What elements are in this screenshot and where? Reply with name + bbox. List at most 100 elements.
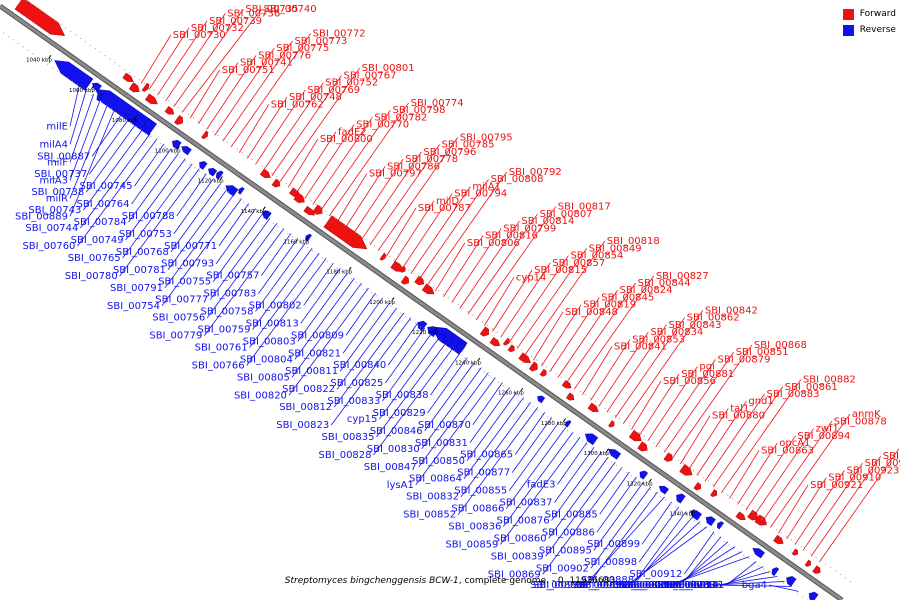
gene-label-reverse[interactable]: SBI_00828 <box>319 450 372 461</box>
gene-label-forward[interactable]: SBI_00881 <box>681 369 734 380</box>
gene-label-forward[interactable]: SBI_00776 <box>258 50 311 61</box>
gene-label-forward[interactable]: SBI_00827 <box>656 271 709 282</box>
gene-label-reverse[interactable]: SBI_00877 <box>457 468 510 479</box>
gene-label-reverse[interactable]: SBI_00870 <box>418 420 471 431</box>
gene-label-reverse[interactable]: SBI_00793 <box>161 259 214 270</box>
gene-label-forward[interactable]: SBI_00844 <box>638 278 691 289</box>
gene-label-reverse[interactable]: SBI_00901 <box>621 580 674 591</box>
gene-label-reverse[interactable]: SBI_00900 <box>615 580 668 591</box>
gene-label-forward[interactable]: SBI_00786 <box>387 161 440 172</box>
gene-label-reverse[interactable]: SBI_00805 <box>237 372 290 383</box>
gene-label-forward[interactable]: SBI_00883 <box>767 389 820 400</box>
gene-label-forward[interactable]: SBI_00799 <box>503 223 556 234</box>
gene-label-reverse[interactable]: SBI_00812 <box>279 402 332 413</box>
gene-label-forward[interactable]: SBI_00861 <box>785 382 838 393</box>
gene-label-forward[interactable]: SBI_00748 <box>289 92 342 103</box>
gene-label-reverse[interactable]: SBI_00825 <box>330 378 383 389</box>
gene-label-forward[interactable]: SBI_00922 <box>883 451 900 462</box>
gene-label-reverse[interactable]: SBI_00783 <box>203 289 256 300</box>
gene-label-reverse[interactable]: bga4 <box>742 580 767 591</box>
gene-label-forward[interactable]: SBI_00795 <box>460 132 513 143</box>
gene-label-forward[interactable]: SBI_00774 <box>411 98 464 109</box>
gene-label-reverse[interactable]: milR <box>46 193 68 204</box>
gene-label-reverse[interactable]: SBI_00768 <box>116 247 169 258</box>
gene-label-reverse[interactable]: milF <box>47 157 68 168</box>
gene-label-forward[interactable]: milA1 <box>472 181 501 192</box>
gene-label-forward[interactable]: SBI_00894 <box>797 431 850 442</box>
gene-label-reverse[interactable]: SBI_00835 <box>322 432 375 443</box>
gene-label-reverse[interactable]: SBI_00804 <box>240 354 293 365</box>
gene-label-forward[interactable]: SBI_00785 <box>442 140 495 151</box>
gene-label-forward[interactable]: SBI_00752 <box>325 78 378 89</box>
gene-label-reverse[interactable]: SBI_00865 <box>460 450 513 461</box>
gene-label-reverse[interactable]: SBI_00761 <box>195 343 248 354</box>
gene-label-reverse[interactable]: SBI_00791 <box>110 283 163 294</box>
gene-label-reverse[interactable]: SBI_00892 <box>623 580 676 591</box>
gene-label-forward[interactable]: SBI_00818 <box>607 236 660 247</box>
gene-label-reverse[interactable]: SBI_00895 <box>539 545 592 556</box>
gene-label-reverse[interactable]: SBI_00866 <box>451 504 504 515</box>
gene-label-reverse[interactable]: SBI_00893 <box>578 580 631 591</box>
gene-label-forward[interactable]: SBI_00797 <box>369 169 422 180</box>
gene-label-reverse[interactable]: SBI_00837 <box>500 497 553 508</box>
gene-label-reverse[interactable]: SBI_00830 <box>367 444 420 455</box>
gene-label-reverse[interactable]: SBI_00860 <box>494 533 547 544</box>
gene-label-forward[interactable]: SBI_00798 <box>393 105 446 116</box>
gene-label-reverse[interactable]: SBI_00753 <box>119 229 172 240</box>
gene-label-reverse[interactable]: SBI_00788 <box>122 211 175 222</box>
gene-label-forward[interactable]: SBI_00882 <box>803 375 856 386</box>
gene-label-forward[interactable]: SBI_00843 <box>669 320 722 331</box>
gene-label-forward[interactable]: SBI_00845 <box>601 292 654 303</box>
gene-label-reverse[interactable]: SBI_00902 <box>536 563 589 574</box>
gene-label-reverse[interactable]: SBI_00759 <box>198 325 251 336</box>
gene-label-forward[interactable]: SBI_00834 <box>650 327 703 338</box>
gene-label-reverse[interactable]: SBI_00891 <box>618 580 671 591</box>
gene-label-reverse[interactable]: SBI_00864 <box>409 474 462 485</box>
gene-label-forward[interactable]: SBI_00880 <box>712 411 765 422</box>
gene-label-forward[interactable]: SBI_00851 <box>736 347 789 358</box>
gene-label-reverse[interactable]: SBI_00889 <box>15 211 68 222</box>
gene-label-reverse[interactable]: SBI_00760 <box>22 241 75 252</box>
gene-label-reverse[interactable]: SBI_00779 <box>149 331 202 342</box>
gene-label-forward[interactable]: SBI_00735 <box>245 4 298 15</box>
gene-label-reverse[interactable]: SBI_00754 <box>107 301 160 312</box>
gene-label-reverse[interactable]: SBI_00912 <box>629 569 682 580</box>
gene-label-forward[interactable]: cyp14 <box>516 272 547 283</box>
gene-label-forward[interactable]: SBI_00730 <box>173 30 226 41</box>
gene-label-forward[interactable]: SBI_00767 <box>343 70 396 81</box>
gene-label-forward[interactable]: SBI_00739 <box>209 16 262 27</box>
gene-label-forward[interactable]: milD <box>436 196 459 207</box>
gene-label-reverse[interactable]: SBI_00823 <box>276 420 329 431</box>
gene-label-reverse[interactable]: SBI_00836 <box>448 522 501 533</box>
gene-label-reverse[interactable]: SBI_00911 <box>672 580 725 591</box>
gene-label-reverse[interactable]: SBI_00898 <box>584 557 637 568</box>
gene-label-reverse[interactable]: SBI_00840 <box>333 360 386 371</box>
gene-label-reverse[interactable]: SBI_00869 <box>488 569 541 580</box>
gene-label-reverse[interactable]: SBI_00758 <box>201 307 254 318</box>
gene-label-forward[interactable]: SBI_00856 <box>663 376 716 387</box>
gene-label-forward[interactable]: SBI_00794 <box>454 189 507 200</box>
gene-label-forward[interactable]: SBI_00800 <box>320 134 373 145</box>
gene-label-reverse[interactable]: SBI_00899 <box>587 539 640 550</box>
gene-label-reverse[interactable]: SBI_00890 <box>530 580 583 591</box>
gene-label-forward[interactable]: tal1 <box>730 403 749 414</box>
gene-label-forward[interactable]: SBI_00916 <box>865 458 900 469</box>
gene-label-forward[interactable]: SBI_00824 <box>619 285 672 296</box>
gene-label-reverse[interactable]: SBI_00887 <box>37 151 90 162</box>
gene-label-forward[interactable]: SBI_00740 <box>264 4 317 15</box>
gene-label-reverse[interactable]: SBI_00928 <box>657 580 710 591</box>
gene-label-forward[interactable]: SBI_00732 <box>191 23 244 34</box>
gene-label-reverse[interactable]: SBI_00743 <box>28 205 81 216</box>
gene-label-forward[interactable]: SBI_00801 <box>362 63 415 74</box>
gene-label-reverse[interactable]: cyp15 <box>347 414 378 425</box>
gene-label-reverse[interactable]: SBI_00903 <box>663 580 716 591</box>
gene-label-forward[interactable]: SBI_00849 <box>589 243 642 254</box>
gene-label-reverse[interactable]: SBI_00822 <box>282 384 335 395</box>
gene-label-reverse[interactable]: SBI_00764 <box>77 199 130 210</box>
gene-label-reverse[interactable]: SBI_00777 <box>155 295 208 306</box>
gene-label-reverse[interactable]: SBI_00737 <box>34 169 87 180</box>
gene-label-forward[interactable]: SBI_00736 <box>227 9 280 20</box>
gene-label-forward[interactable]: SBI_00816 <box>485 231 538 242</box>
gene-label-forward[interactable]: SBI_00921 <box>810 480 863 491</box>
gene-label-reverse[interactable]: milA4 <box>39 139 68 150</box>
